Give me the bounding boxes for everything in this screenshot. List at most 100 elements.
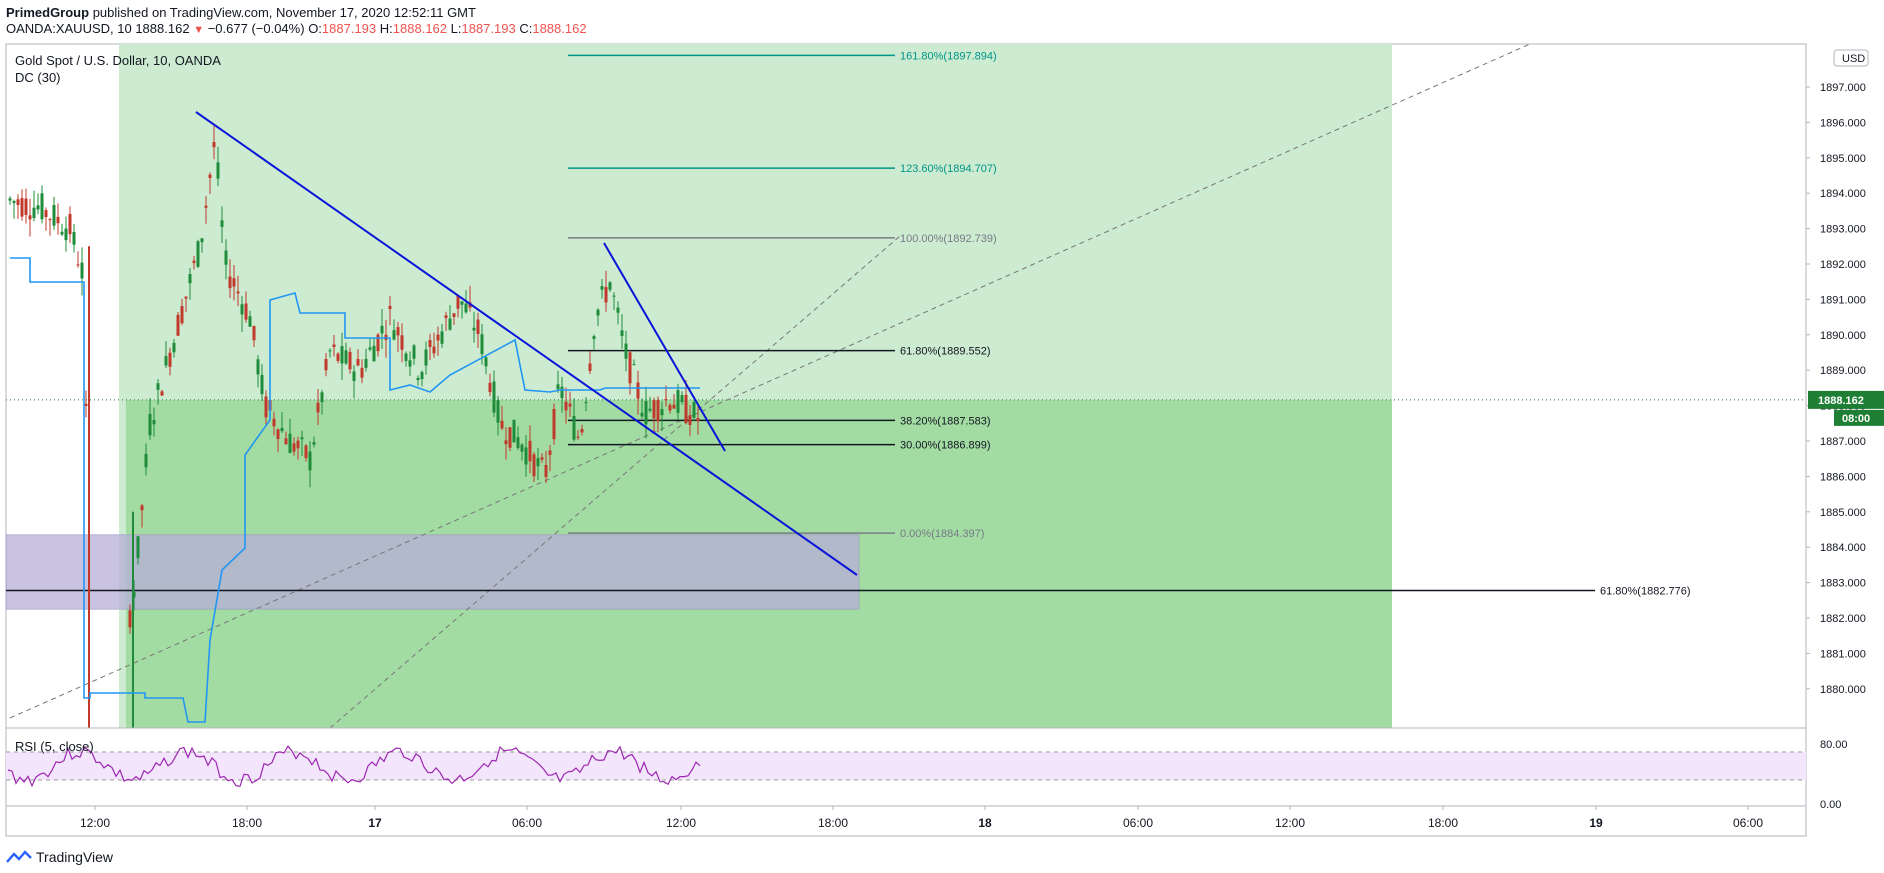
candle-body xyxy=(220,220,224,227)
candle-body xyxy=(568,403,572,407)
candle-body xyxy=(680,395,684,402)
candle-body xyxy=(564,401,568,411)
trendline-short xyxy=(603,242,726,452)
candle-body xyxy=(560,386,564,399)
candle-body xyxy=(536,458,540,467)
rsi-tick-label: 0.00 xyxy=(1820,799,1841,811)
candle-body xyxy=(84,403,88,406)
candle-body xyxy=(256,359,260,375)
candle-body xyxy=(528,440,532,462)
candle-body xyxy=(516,437,520,448)
candle-body xyxy=(620,330,624,336)
symbol-line: OANDA:XAUUSD, 10 1888.162 ▼ −0.677 (−0.0… xyxy=(6,21,587,36)
chart-title: Gold Spot / U.S. Dollar, 10, OANDA xyxy=(15,53,221,68)
x-tick-label: 18 xyxy=(978,816,992,830)
candle-body xyxy=(236,291,240,294)
candle-body xyxy=(668,405,672,411)
candle-body xyxy=(32,207,36,219)
candle-body xyxy=(44,210,48,218)
candle-body xyxy=(596,309,600,316)
candle-body xyxy=(80,262,84,279)
candle-body xyxy=(288,433,292,453)
candle-body xyxy=(128,610,132,628)
current-price-badge xyxy=(1808,390,1884,409)
countdown-badge xyxy=(1834,409,1884,426)
candle-body xyxy=(684,394,688,424)
candle-body xyxy=(144,453,148,468)
candle-body xyxy=(640,412,644,417)
candle-body xyxy=(664,399,668,401)
candle-body xyxy=(252,326,256,341)
candle-body xyxy=(648,408,652,411)
open-label: O: xyxy=(308,21,322,36)
countdown-label: 08:00 xyxy=(1842,413,1870,425)
candle-body xyxy=(248,316,252,327)
brand-name[interactable]: TradingView xyxy=(36,849,114,865)
tradingview-logo-icon xyxy=(6,850,32,863)
candle-body xyxy=(272,418,276,427)
x-tick-label: 12:00 xyxy=(666,816,696,830)
author-name[interactable]: PrimedGroup xyxy=(6,5,90,20)
candle-body xyxy=(608,282,612,290)
candle-body xyxy=(340,346,344,364)
candle-body xyxy=(696,418,700,422)
candle-body xyxy=(388,306,392,310)
candle-body xyxy=(164,356,168,366)
symbol: OANDA:XAUUSD, 10 xyxy=(6,21,132,36)
long-fib-label: 61.80%(1882.776) xyxy=(1600,586,1691,598)
candle-body xyxy=(284,438,288,445)
candle-body xyxy=(20,198,24,217)
fib-level-label: 0.00%(1884.397) xyxy=(900,528,984,540)
candle-body xyxy=(60,231,64,235)
published-text: published on TradingView.com, November 1… xyxy=(92,5,476,20)
candle-body xyxy=(308,451,312,471)
candle-body xyxy=(24,198,28,215)
candle-body xyxy=(500,420,504,429)
fib-level-label: 38.20%(1887.583) xyxy=(900,415,991,427)
candle-body xyxy=(196,241,200,267)
fib-level-label: 123.60%(1894.707) xyxy=(900,163,997,175)
rsi-band xyxy=(6,752,1806,780)
candle-body xyxy=(544,464,548,478)
candle-body xyxy=(612,295,616,297)
x-tick-label: 06:00 xyxy=(1123,816,1153,830)
candle-body xyxy=(428,340,432,348)
candle-body xyxy=(304,445,308,458)
y-tick-label: 1889.000 xyxy=(1820,365,1866,377)
candle-body xyxy=(76,264,80,266)
candle-body xyxy=(168,352,172,367)
candle-body xyxy=(312,442,316,445)
candle-body xyxy=(364,358,368,368)
candle-body xyxy=(36,205,40,210)
candle-body xyxy=(372,345,376,362)
candle-body xyxy=(400,335,404,350)
candle-body xyxy=(464,303,468,313)
candle-body xyxy=(460,301,464,305)
candle-body xyxy=(316,402,320,413)
candle-body xyxy=(628,352,632,384)
candle-body xyxy=(552,408,556,440)
candle-body xyxy=(396,327,400,336)
publish-line: PrimedGroup published on TradingView.com… xyxy=(6,5,476,20)
candle-body xyxy=(456,295,460,309)
fib-level-label: 61.80%(1889.552) xyxy=(900,346,991,358)
y-tick-label: 1894.000 xyxy=(1820,188,1866,200)
x-tick-label: 12:00 xyxy=(1275,816,1305,830)
candle-body xyxy=(204,205,208,208)
high-label: H: xyxy=(379,21,393,36)
candle-body xyxy=(492,381,496,413)
y-tick-label: 1880.000 xyxy=(1820,684,1866,696)
low-label: L: xyxy=(450,21,462,36)
y-tick-label: 1893.000 xyxy=(1820,224,1866,236)
open-value: 1887.193 xyxy=(321,21,377,36)
candle-body xyxy=(676,390,680,413)
candle-body xyxy=(580,428,584,433)
y-tick-label: 1882.000 xyxy=(1820,613,1866,625)
candle-body xyxy=(276,429,280,440)
last-price: 1888.162 xyxy=(135,21,190,36)
candle-body xyxy=(408,360,412,367)
candle-body xyxy=(296,440,300,449)
candle-body xyxy=(184,296,188,299)
candle-body xyxy=(548,450,552,455)
